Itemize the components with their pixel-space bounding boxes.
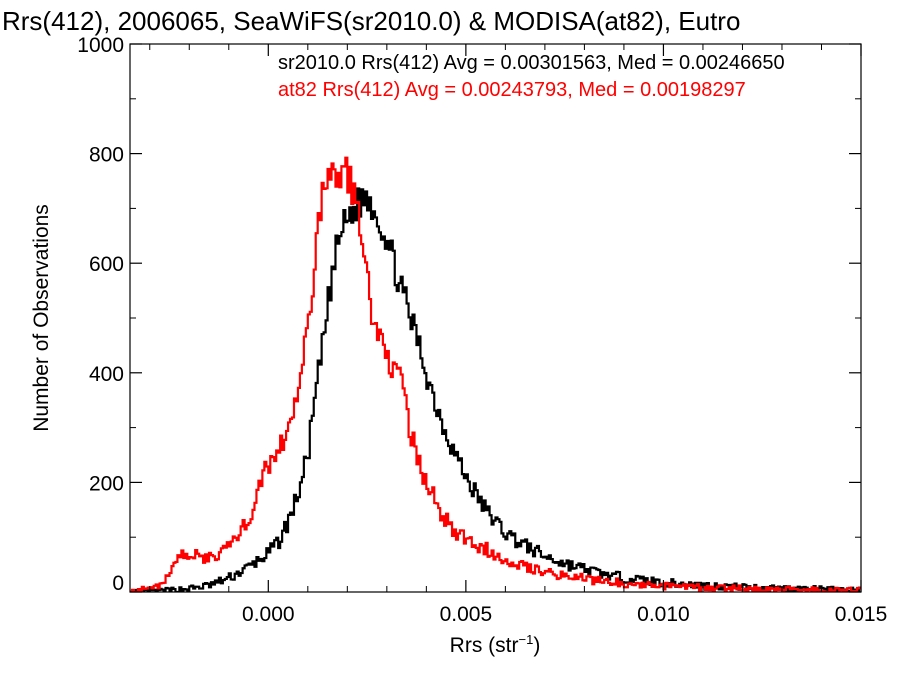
series-line-at82 <box>130 156 861 592</box>
y-tick-label: 200 <box>89 472 124 495</box>
y-tick-label: 1000 <box>77 34 124 57</box>
series-layer <box>130 156 861 592</box>
y-tick-label: 400 <box>89 363 124 386</box>
legend-entry-sr2010: sr2010.0 Rrs(412) Avg = 0.00301563, Med … <box>278 52 785 74</box>
chart-title: Rrs(412), 2006065, SeaWiFS(sr2010.0) & M… <box>2 6 740 36</box>
y-tick-label: 600 <box>89 253 124 276</box>
legend-entry-at82: at82 Rrs(412) Avg = 0.00243793, Med = 0.… <box>278 79 746 101</box>
y-axis-label: Number of Observations <box>30 204 53 432</box>
ticks-layer <box>130 43 862 593</box>
x-axis-label: Rrs (str−1) <box>450 632 541 657</box>
x-tick-label: 0.010 <box>637 603 690 626</box>
plot-frame <box>129 43 862 593</box>
x-tick-label: 0.000 <box>242 603 295 626</box>
y-tick-label: 0 <box>112 572 124 595</box>
x-tick-label: 0.015 <box>835 603 888 626</box>
x-axis-label-main: Rrs (str <box>450 634 519 657</box>
x-tick-label: 0.005 <box>440 603 493 626</box>
y-tick-label: 800 <box>89 144 124 167</box>
x-axis-label-close: ) <box>533 634 540 657</box>
x-axis-label-superscript: −1 <box>519 632 534 647</box>
tick-labels-layer: 0.000 0.005 0.010 0.015 0 200 400 600 800 1000 <box>77 34 887 626</box>
